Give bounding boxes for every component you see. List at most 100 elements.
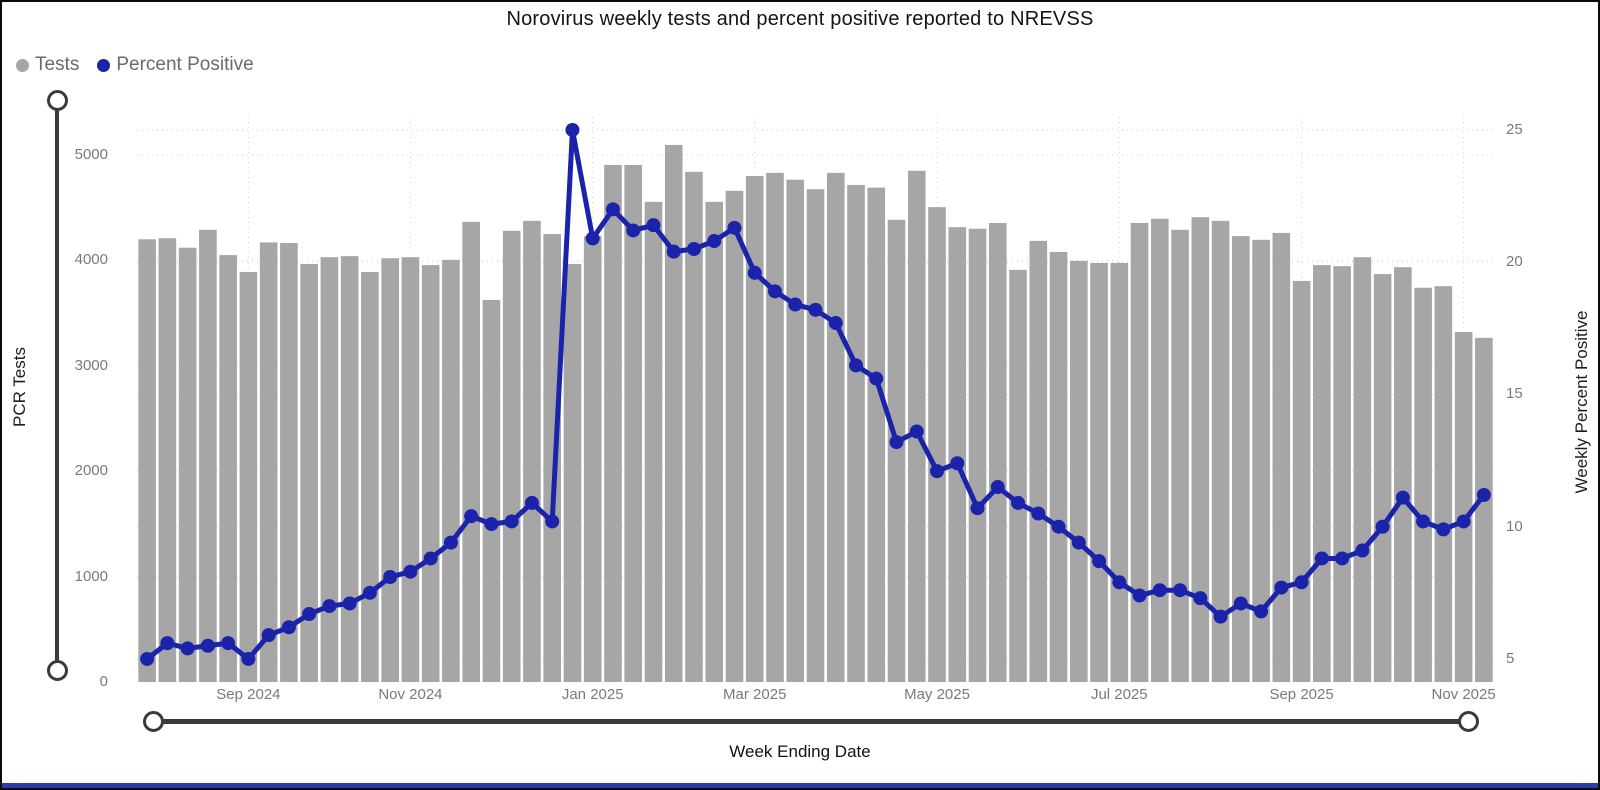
tests-bar[interactable]: [887, 219, 906, 682]
percent-positive-point[interactable]: [1456, 514, 1471, 529]
percent-positive-point[interactable]: [686, 241, 701, 256]
tests-bar[interactable]: [1191, 217, 1210, 682]
percent-positive-point[interactable]: [1193, 591, 1208, 606]
tests-bar[interactable]: [178, 247, 197, 682]
percent-positive-point[interactable]: [1395, 490, 1410, 505]
tests-bar[interactable]: [401, 257, 420, 682]
tests-bar[interactable]: [1232, 236, 1250, 682]
tests-bar[interactable]: [563, 264, 582, 682]
tests-bar[interactable]: [361, 271, 379, 682]
percent-positive-point[interactable]: [626, 223, 641, 238]
x-axis-slider-handle-right[interactable]: [1458, 711, 1479, 732]
percent-positive-point[interactable]: [666, 244, 681, 259]
tests-bar[interactable]: [1475, 337, 1493, 682]
tests-bar[interactable]: [604, 164, 622, 682]
tests-bar[interactable]: [1029, 240, 1048, 682]
tests-bar[interactable]: [1130, 222, 1149, 682]
tests-bar[interactable]: [259, 242, 278, 682]
percent-positive-point[interactable]: [1314, 551, 1329, 566]
tests-bar[interactable]: [988, 222, 1007, 682]
percent-positive-point[interactable]: [1355, 543, 1370, 558]
tests-bar[interactable]: [847, 184, 865, 682]
percent-positive-point[interactable]: [1112, 575, 1127, 590]
percent-positive-point[interactable]: [707, 234, 722, 249]
percent-positive-point[interactable]: [1294, 575, 1309, 590]
percent-positive-point[interactable]: [1233, 596, 1248, 611]
tests-bar[interactable]: [664, 144, 683, 682]
tests-bar[interactable]: [928, 207, 946, 682]
left-axis-slider-handle-top[interactable]: [47, 90, 68, 111]
tests-bar[interactable]: [1394, 267, 1412, 682]
legend-item-tests[interactable]: Tests: [16, 54, 79, 76]
tests-bar[interactable]: [442, 259, 460, 682]
percent-positive-point[interactable]: [767, 284, 782, 299]
percent-positive-point[interactable]: [322, 599, 337, 614]
tests-bar[interactable]: [158, 238, 177, 682]
tests-bar[interactable]: [1252, 239, 1270, 682]
tests-bar[interactable]: [583, 236, 602, 682]
percent-positive-point[interactable]: [1274, 580, 1289, 595]
percent-positive-point[interactable]: [1031, 506, 1046, 521]
percent-positive-point[interactable]: [585, 231, 600, 246]
legend-item-percent-positive[interactable]: Percent Positive: [97, 54, 254, 76]
percent-positive-point[interactable]: [1335, 551, 1350, 566]
percent-positive-point[interactable]: [160, 636, 175, 651]
percent-positive-point[interactable]: [1173, 583, 1188, 598]
tests-bar[interactable]: [968, 228, 987, 682]
percent-positive-point[interactable]: [180, 641, 195, 656]
tests-bar[interactable]: [320, 257, 339, 682]
percent-positive-point[interactable]: [383, 569, 398, 584]
percent-positive-point[interactable]: [990, 480, 1005, 495]
percent-positive-point[interactable]: [302, 607, 317, 622]
percent-positive-point[interactable]: [1416, 514, 1431, 529]
tests-bar[interactable]: [1353, 257, 1372, 682]
percent-positive-point[interactable]: [261, 628, 276, 643]
percent-positive-point[interactable]: [362, 585, 377, 600]
tests-bar[interactable]: [806, 189, 825, 682]
percent-positive-point[interactable]: [200, 638, 215, 653]
percent-positive-point[interactable]: [464, 509, 479, 524]
percent-positive-point[interactable]: [808, 302, 823, 317]
x-axis-slider-track[interactable]: [152, 719, 1469, 724]
tests-bar[interactable]: [745, 176, 764, 682]
percent-positive-point[interactable]: [1132, 588, 1147, 603]
tests-bar[interactable]: [1373, 274, 1392, 682]
percent-positive-point[interactable]: [727, 220, 742, 235]
percent-positive-point[interactable]: [869, 371, 884, 386]
percent-positive-point[interactable]: [788, 297, 803, 312]
percent-positive-point[interactable]: [281, 620, 296, 635]
percent-positive-point[interactable]: [1011, 495, 1026, 510]
tests-bar[interactable]: [867, 187, 886, 682]
percent-positive-point[interactable]: [605, 202, 620, 217]
tests-bar[interactable]: [1151, 218, 1169, 682]
tests-bar[interactable]: [482, 299, 501, 682]
percent-positive-point[interactable]: [565, 122, 580, 137]
percent-positive-point[interactable]: [1213, 609, 1228, 624]
percent-positive-point[interactable]: [140, 651, 155, 666]
percent-positive-point[interactable]: [970, 501, 985, 516]
percent-positive-point[interactable]: [1436, 522, 1451, 537]
tests-bar[interactable]: [239, 271, 258, 682]
tests-bar[interactable]: [1272, 232, 1291, 682]
tests-bar[interactable]: [1171, 229, 1189, 682]
tests-bar[interactable]: [523, 220, 541, 682]
tests-bar[interactable]: [766, 172, 784, 682]
tests-bar[interactable]: [502, 230, 521, 682]
tests-bar[interactable]: [1110, 262, 1129, 682]
percent-positive-point[interactable]: [747, 265, 762, 280]
tests-bar[interactable]: [725, 190, 744, 682]
percent-positive-point[interactable]: [1071, 535, 1086, 550]
tests-bar[interactable]: [826, 172, 845, 682]
tests-bar[interactable]: [300, 264, 318, 682]
tests-bar[interactable]: [1090, 262, 1108, 682]
percent-positive-point[interactable]: [1092, 554, 1107, 569]
percent-positive-point[interactable]: [1375, 519, 1390, 534]
percent-positive-point[interactable]: [484, 517, 499, 532]
percent-positive-point[interactable]: [524, 495, 539, 510]
percent-positive-point[interactable]: [646, 218, 661, 233]
tests-bar[interactable]: [948, 227, 967, 682]
percent-positive-point[interactable]: [221, 636, 236, 651]
tests-bar[interactable]: [685, 171, 703, 682]
tests-bar[interactable]: [219, 255, 237, 682]
percent-positive-point[interactable]: [545, 514, 560, 529]
